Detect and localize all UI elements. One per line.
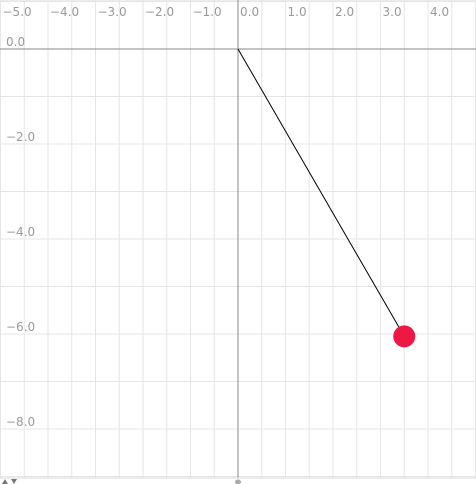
y-tick-label: −8.0 [6,415,35,429]
x-tick-label: 3.0 [383,5,402,19]
y-tick-label: −2.0 [6,130,35,144]
tick-label-layer: −5.0 −4.0 −3.0 −2.0 −1.0 0.0 1.0 2.0 3.0 4.0 0.0 −2… [3,5,450,429]
y-tick-label: 0.0 [6,35,25,49]
x-tick-label: −2.0 [145,5,174,19]
triangle-controls-icon[interactable] [2,479,17,484]
x-tick-label: −1.0 [193,5,222,19]
x-tick-label: 2.0 [335,5,354,19]
x-tick-label: 0.0 [240,5,259,19]
pendulum-rod [237,48,405,337]
x-tick-label: −3.0 [98,5,127,19]
x-tick-label: −5.0 [3,5,32,19]
y-tick-label: −4.0 [6,225,35,239]
bottom-controls [2,479,241,484]
slider-handle-icon[interactable] [235,479,241,484]
x-tick-label: −4.0 [50,5,79,19]
x-tick-label: 1.0 [288,5,307,19]
pendulum-bob[interactable] [393,325,416,348]
pendulum-layer [237,48,416,348]
x-tick-label: 4.0 [430,5,449,19]
y-tick-label: −6.0 [6,320,35,334]
